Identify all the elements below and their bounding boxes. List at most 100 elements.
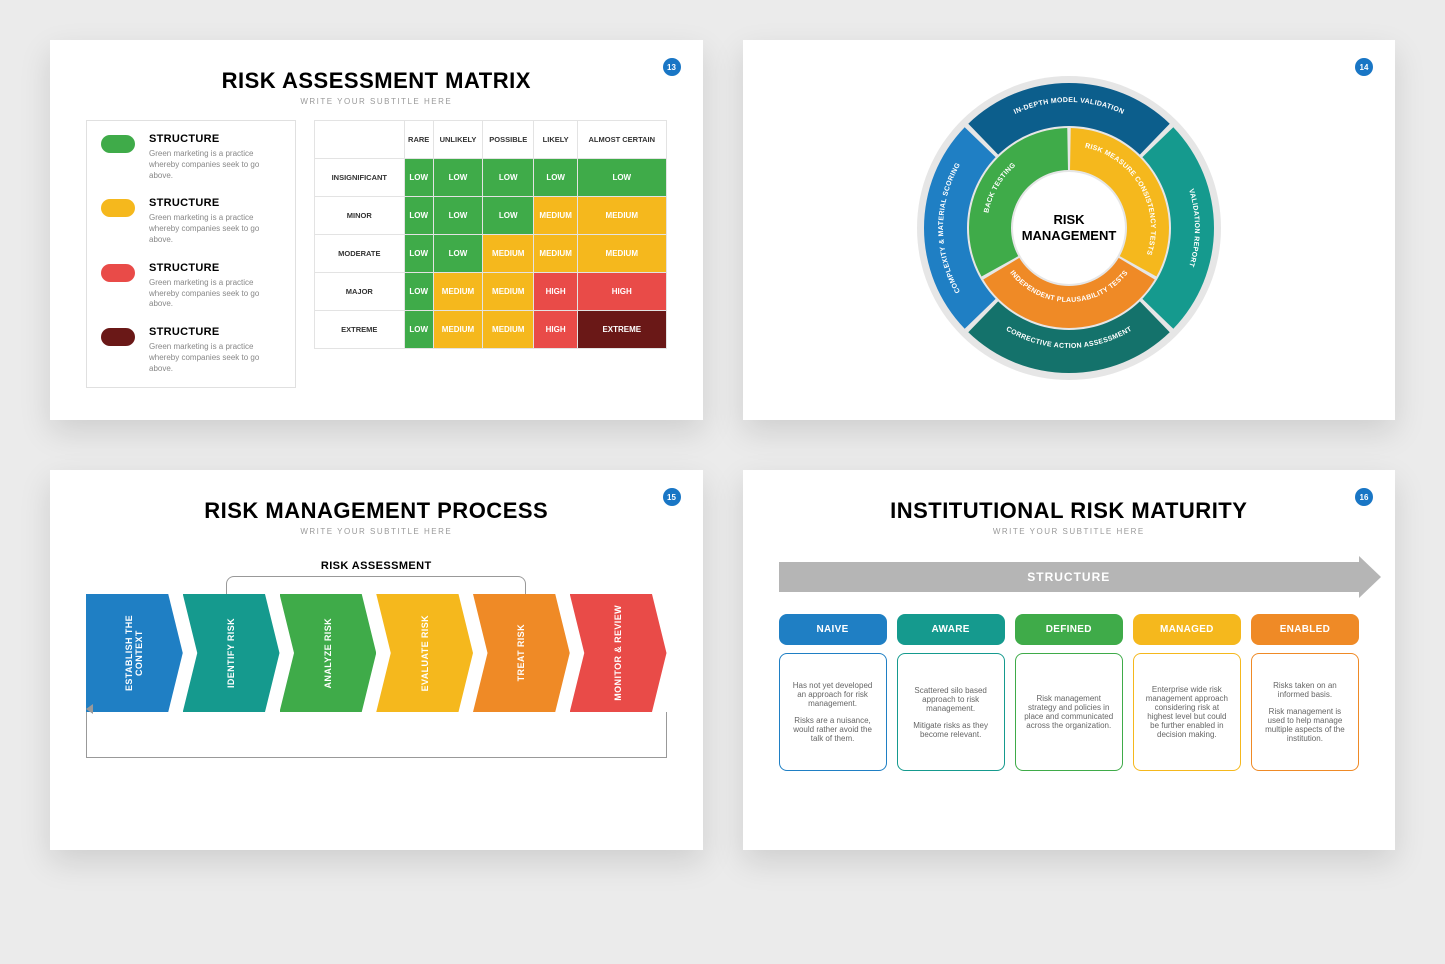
legend-pill: [101, 135, 135, 153]
card-title: DEFINED: [1015, 614, 1123, 645]
step-label: ANALYZE RISK: [323, 618, 333, 688]
maturity-card: AWARE Scattered silo based approach to ri…: [897, 614, 1005, 771]
card-body: Risks taken on an informed basis.Risk ma…: [1251, 653, 1359, 771]
step-label: MONITOR & REVIEW: [613, 605, 623, 701]
legend: STRUCTURE Green marketing is a practice w…: [86, 120, 296, 388]
maturity-card: NAIVE Has not yet developed an approach f…: [779, 614, 887, 771]
chevron-step: ESTABLISH THE CONTEXT: [86, 594, 183, 712]
matrix-cell: LOW: [404, 159, 433, 197]
col-header: RARE: [404, 121, 433, 159]
matrix-cell: LOW: [404, 197, 433, 235]
legend-desc: Green marketing is a practice whereby co…: [149, 213, 281, 245]
legend-item: STRUCTURE Green marketing is a practice w…: [101, 326, 281, 374]
col-header: ALMOST CERTAIN: [578, 121, 666, 159]
matrix-cell: LOW: [433, 159, 483, 197]
legend-desc: Green marketing is a practice whereby co…: [149, 342, 281, 374]
card-body: Has not yet developed an approach for ri…: [779, 653, 887, 771]
legend-item: STRUCTURE Green marketing is a practice w…: [101, 197, 281, 245]
matrix-cell: LOW: [404, 235, 433, 273]
center-label: RISK: [1053, 212, 1085, 227]
matrix-cell: MEDIUM: [433, 311, 483, 349]
matrix-cell: MEDIUM: [578, 197, 666, 235]
legend-item: STRUCTURE Green marketing is a practice w…: [101, 133, 281, 181]
ring-diagram: IN-DEPTH MODEL VALIDATIONVALIDATION REPO…: [779, 68, 1360, 388]
legend-desc: Green marketing is a practice whereby co…: [149, 149, 281, 181]
col-header: POSSIBLE: [483, 121, 534, 159]
maturity-cards: NAIVE Has not yet developed an approach f…: [779, 614, 1360, 771]
page-number: 13: [663, 58, 681, 76]
row-header: MAJOR: [315, 273, 405, 311]
maturity-card: ENABLED Risks taken on an informed basis.…: [1251, 614, 1359, 771]
legend-title: STRUCTURE: [149, 262, 281, 274]
matrix-cell: LOW: [483, 159, 534, 197]
step-label: ESTABLISH THE CONTEXT: [124, 594, 144, 712]
legend-pill: [101, 264, 135, 282]
brace: [226, 576, 526, 594]
card-title: NAIVE: [779, 614, 887, 645]
arrow-bar: STRUCTURE: [779, 562, 1360, 592]
matrix-cell: MEDIUM: [483, 311, 534, 349]
step-label: IDENTIFY RISK: [226, 618, 236, 688]
slide-risk-matrix: 13 RISK ASSESSMENT MATRIX WRITE YOUR SUB…: [50, 40, 703, 420]
matrix-cell: MEDIUM: [483, 235, 534, 273]
chevron-step: IDENTIFY RISK: [183, 594, 280, 712]
chevron-step: ANALYZE RISK: [280, 594, 377, 712]
maturity-card: DEFINED Risk management strategy and poli…: [1015, 614, 1123, 771]
slide-maturity: 16 INSTITUTIONAL RISK MATURITY WRITE YOU…: [743, 470, 1396, 850]
matrix-cell: LOW: [578, 159, 666, 197]
row-header: INSIGNIFICANT: [315, 159, 405, 197]
matrix-cell: MEDIUM: [433, 273, 483, 311]
matrix-cell: LOW: [404, 273, 433, 311]
center-label: MANAGEMENT: [1021, 228, 1116, 243]
chevron-row: ESTABLISH THE CONTEXT IDENTIFY RISK ANALYZ…: [86, 594, 667, 712]
matrix-cell: LOW: [404, 311, 433, 349]
row-header: MODERATE: [315, 235, 405, 273]
card-title: MANAGED: [1133, 614, 1241, 645]
slide-ring: 14 IN-DEPTH MODEL VALIDATIONVALIDATION R…: [743, 40, 1396, 420]
slide-subtitle: WRITE YOUR SUBTITLE HERE: [86, 527, 667, 536]
step-label: TREAT RISK: [516, 624, 526, 681]
matrix-cell: HIGH: [534, 311, 578, 349]
matrix-cell: MEDIUM: [578, 235, 666, 273]
matrix-cell: HIGH: [534, 273, 578, 311]
card-body: Scattered silo based approach to risk ma…: [897, 653, 1005, 771]
chevron-step: EVALUATE RISK: [376, 594, 473, 712]
maturity-card: MANAGED Enterprise wide risk management a…: [1133, 614, 1241, 771]
card-body: Risk management strategy and policies in…: [1015, 653, 1123, 771]
card-body: Enterprise wide risk management approach…: [1133, 653, 1241, 771]
slide-subtitle: WRITE YOUR SUBTITLE HERE: [779, 527, 1360, 536]
row-header: MINOR: [315, 197, 405, 235]
legend-item: STRUCTUREGreen marketing is a practice w…: [101, 262, 281, 310]
matrix-cell: LOW: [534, 159, 578, 197]
slide-title: RISK MANAGEMENT PROCESS: [86, 498, 667, 524]
legend-pill: [101, 328, 135, 346]
slide-process: 15 RISK MANAGEMENT PROCESS WRITE YOUR SU…: [50, 470, 703, 850]
matrix-cell: MEDIUM: [534, 235, 578, 273]
arrow-label: STRUCTURE: [1027, 570, 1110, 584]
legend-title: STRUCTURE: [149, 326, 281, 338]
legend-pill: [101, 199, 135, 217]
card-title: ENABLED: [1251, 614, 1359, 645]
chevron-step: TREAT RISK: [473, 594, 570, 712]
matrix-cell: MEDIUM: [483, 273, 534, 311]
feedback-loop: [86, 712, 667, 758]
matrix-cell: HIGH: [578, 273, 666, 311]
matrix-cell: LOW: [433, 197, 483, 235]
chevron-step: MONITOR & REVIEW: [570, 594, 667, 712]
page-number: 16: [1355, 488, 1373, 506]
row-header: EXTREME: [315, 311, 405, 349]
matrix-cell: EXTREME: [578, 311, 666, 349]
slide-title: INSTITUTIONAL RISK MATURITY: [779, 498, 1360, 524]
group-label: RISK ASSESSMENT: [86, 560, 667, 572]
slide-subtitle: WRITE YOUR SUBTITLE HERE: [86, 97, 667, 106]
slide-title: RISK ASSESSMENT MATRIX: [86, 68, 667, 94]
page-number: 15: [663, 488, 681, 506]
matrix-cell: LOW: [433, 235, 483, 273]
col-header: UNLIKELY: [433, 121, 483, 159]
col-header: LIKELY: [534, 121, 578, 159]
matrix-cell: MEDIUM: [534, 197, 578, 235]
risk-matrix: RAREUNLIKELYPOSSIBLELIKELYALMOST CERTAIN…: [314, 120, 667, 388]
legend-title: STRUCTURE: [149, 133, 281, 145]
legend-title: STRUCTURE: [149, 197, 281, 209]
card-title: AWARE: [897, 614, 1005, 645]
